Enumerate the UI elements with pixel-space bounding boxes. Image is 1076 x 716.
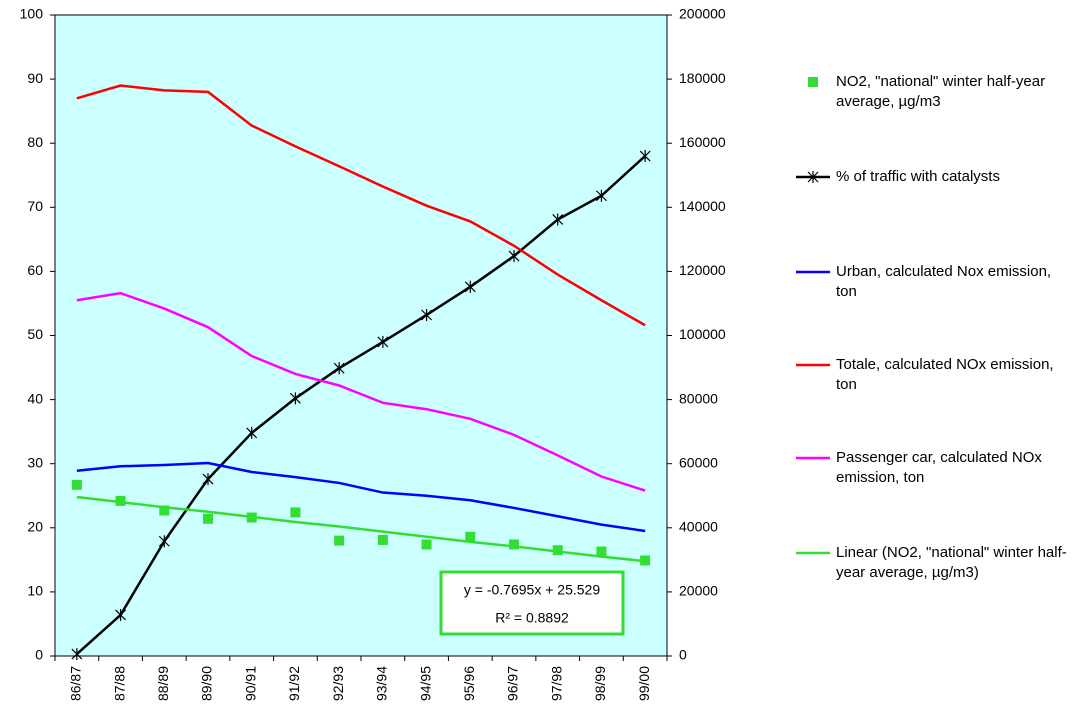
marker	[639, 150, 651, 163]
marker	[509, 539, 519, 550]
y-tick-label: 30	[27, 454, 43, 470]
marker	[290, 507, 301, 518]
legend-label: Linear (NO2, "national" winter half-year…	[836, 544, 1067, 581]
marker	[377, 335, 389, 348]
x-tick-label: 89/90	[199, 666, 215, 701]
marker	[159, 505, 170, 516]
y-tick-label: 90	[27, 70, 43, 86]
y-tick-label: 60	[27, 262, 43, 278]
x-tick-label: 93/94	[374, 666, 390, 701]
legend-label: Urban, calculated Nox emission, ton	[836, 263, 1052, 300]
y2-tick-label: 0	[679, 647, 687, 663]
legend-marker	[807, 171, 819, 183]
series-line	[76, 155, 646, 656]
y2-tick-label: 100000	[679, 326, 726, 342]
chart: 0 10 20 30 40 50 60 70 80 90 100 0 20000 40000 60000 80…	[20, 6, 726, 701]
y2-tick-label: 180000	[679, 70, 726, 86]
series-line	[76, 461, 646, 533]
marker	[552, 545, 563, 556]
y2-tick-label: 40000	[679, 519, 718, 535]
y2-tick-label: 20000	[679, 583, 718, 599]
x-tick-label: 96/97	[505, 666, 521, 701]
marker	[421, 308, 432, 321]
marker	[552, 213, 564, 226]
marker	[115, 608, 126, 621]
y2-tick-label: 140000	[679, 198, 726, 214]
series-line	[76, 495, 646, 563]
annotation: R² = 0.8892	[495, 610, 569, 626]
marker	[203, 513, 213, 524]
marker	[596, 189, 607, 202]
y2-tick-label: 80000	[679, 390, 718, 406]
x-tick-label: 88/89	[155, 666, 171, 701]
x-tick-label: 87/88	[111, 666, 127, 701]
legend-label: % of traffic with catalysts	[836, 168, 1000, 185]
annotation: y = -0.7695x + 25.529	[464, 582, 600, 598]
y2-tick-label: 60000	[679, 454, 718, 470]
y-tick-label: 100	[20, 6, 44, 22]
marker	[246, 426, 258, 439]
marker	[290, 392, 301, 405]
marker	[464, 280, 476, 293]
legend-symbol	[796, 171, 830, 183]
marker	[71, 479, 82, 490]
marker	[334, 535, 345, 546]
y-tick-label: 10	[27, 583, 43, 599]
y-tick-label: 0	[35, 647, 43, 663]
marker	[71, 648, 83, 661]
marker	[421, 539, 432, 550]
annotation-box	[439, 570, 625, 636]
legend-label: Passenger car, calculated NOx emission, …	[836, 449, 1042, 486]
marker	[158, 535, 170, 548]
x-tick-label: 99/00	[636, 666, 652, 701]
marker	[333, 362, 345, 375]
legend: NO2, "national" winter half-year average…	[796, 0, 1076, 716]
legend-symbol	[796, 551, 830, 555]
marker	[465, 531, 476, 542]
marker	[377, 534, 388, 545]
legend-label: Totale, calculated NOx emission, ton	[836, 356, 1054, 393]
y-tick-label: 20	[27, 519, 43, 535]
legend-label: NO2, "national" winter half-year average…	[836, 73, 1046, 110]
legend-symbol	[796, 270, 830, 274]
y-tick-label: 70	[27, 198, 43, 214]
y2-tick-label: 160000	[679, 134, 726, 150]
x-tick-label: 97/98	[548, 666, 564, 701]
series-line	[76, 291, 646, 492]
marker	[508, 250, 520, 263]
legend-symbol	[808, 77, 818, 87]
x-tick-label: 86/87	[68, 666, 84, 701]
x-tick-label: 98/99	[592, 666, 608, 701]
x-tick-label: 91/92	[286, 666, 302, 701]
y-tick-label: 80	[27, 134, 43, 150]
x-tick-label: 90/91	[242, 666, 258, 701]
legend-symbol	[796, 456, 830, 460]
x-tick-label: 92/93	[330, 666, 346, 701]
marker	[202, 473, 214, 486]
y-tick-label: 40	[27, 390, 43, 406]
legend-marker	[808, 77, 818, 87]
x-tick-label: 94/95	[417, 666, 433, 701]
legend-symbol	[796, 363, 830, 367]
x-tick-label: 95/96	[461, 666, 477, 701]
y-tick-label: 50	[27, 326, 43, 342]
series-line	[76, 84, 646, 327]
y2-tick-label: 120000	[679, 262, 726, 278]
marker	[115, 495, 126, 506]
marker	[596, 546, 607, 557]
plot-area	[54, 14, 668, 657]
y2-tick-label: 200000	[679, 6, 726, 22]
